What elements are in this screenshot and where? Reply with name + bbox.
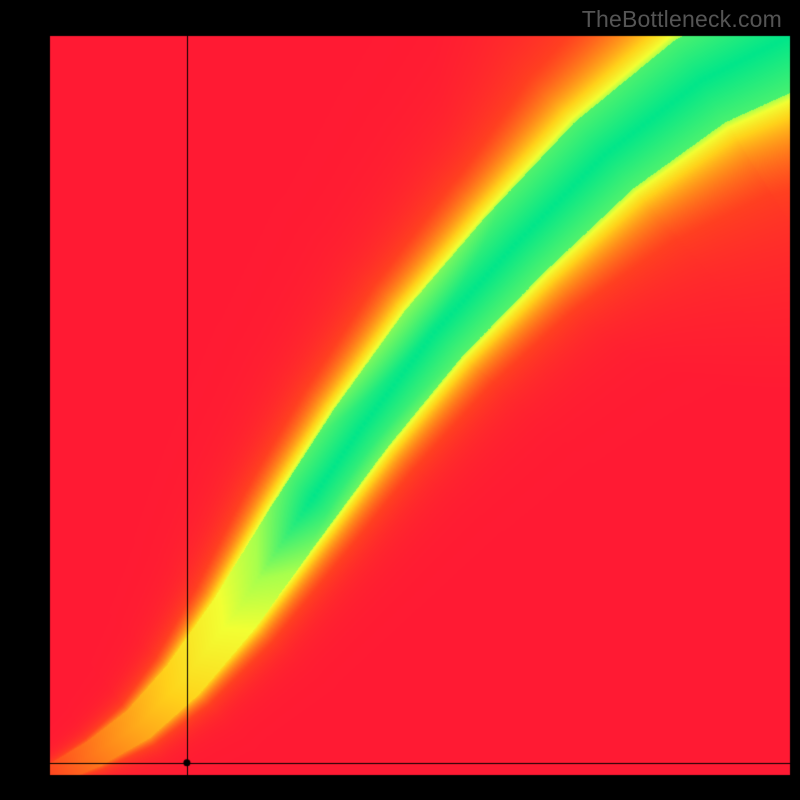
heatmap-canvas: [0, 0, 800, 800]
chart-container: TheBottleneck.com: [0, 0, 800, 800]
watermark-text: TheBottleneck.com: [582, 6, 782, 33]
